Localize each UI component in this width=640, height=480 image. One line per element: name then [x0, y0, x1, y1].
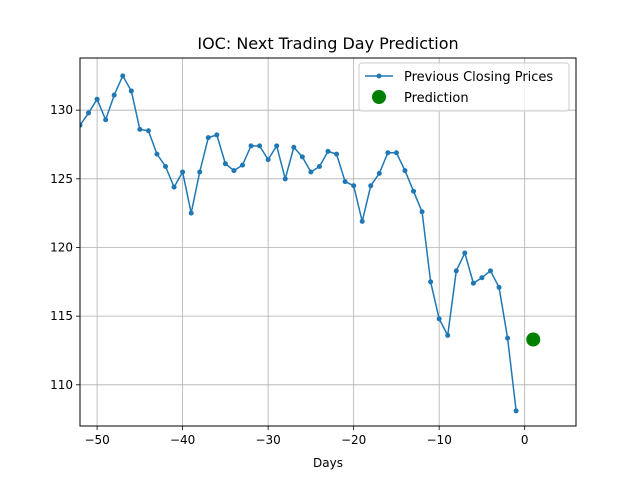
- data-point: [351, 183, 357, 189]
- y-tick-label: 130: [50, 103, 73, 117]
- data-point: [239, 162, 245, 168]
- legend-prediction-marker: [372, 90, 386, 104]
- data-point: [316, 163, 322, 169]
- data-point: [205, 135, 211, 141]
- x-tick-label: −50: [84, 433, 109, 447]
- data-point: [222, 161, 228, 167]
- data-point: [94, 96, 100, 102]
- y-axis: 110 115 120 125 130: [50, 103, 80, 392]
- legend-box: [358, 62, 570, 112]
- data-point: [385, 150, 391, 156]
- data-point: [265, 157, 271, 163]
- x-tick-label: −20: [341, 433, 366, 447]
- data-point: [376, 170, 382, 176]
- y-tick-label: 125: [50, 172, 73, 186]
- legend-label-prediction: Prediction: [404, 91, 469, 106]
- data-point: [453, 268, 459, 274]
- data-point: [248, 143, 254, 149]
- plot-frame: [79, 57, 577, 427]
- data-point: [257, 143, 263, 149]
- data-point: [445, 332, 451, 338]
- data-point: [334, 151, 340, 157]
- data-point: [470, 280, 476, 286]
- data-point: [325, 148, 331, 154]
- data-point: [299, 154, 305, 160]
- data-point: [111, 92, 117, 98]
- x-tick-label: 0: [521, 433, 529, 447]
- data-point: [505, 335, 511, 341]
- data-point: [197, 169, 203, 175]
- data-point: [411, 188, 417, 194]
- data-point: [171, 184, 177, 190]
- y-tick-label: 120: [50, 240, 73, 254]
- data-point: [282, 176, 288, 182]
- data-point: [214, 132, 220, 138]
- data-point: [128, 88, 134, 94]
- x-tick-label: −40: [170, 433, 195, 447]
- chart-title: IOC: Next Trading Day Prediction: [197, 34, 458, 53]
- series-line-previous-closing-prices: [80, 75, 517, 411]
- data-point: [145, 128, 151, 134]
- prediction-point: [526, 332, 541, 347]
- data-point: [231, 168, 237, 174]
- data-point: [436, 316, 442, 322]
- x-axis: −50 −40 −30 −20 −10 0: [84, 426, 529, 447]
- data-point: [86, 110, 92, 116]
- data-point: [368, 183, 374, 189]
- data-point: [359, 218, 365, 224]
- data-point: [120, 73, 126, 79]
- data-point: [188, 210, 194, 216]
- data-point: [428, 279, 434, 285]
- data-point: [479, 275, 485, 281]
- data-point: [308, 169, 314, 175]
- data-point: [103, 117, 109, 123]
- data-point: [513, 408, 519, 414]
- data-point: [419, 209, 425, 215]
- plot-area: [80, 73, 541, 414]
- x-tick-label: −10: [427, 433, 452, 447]
- data-point: [393, 150, 399, 156]
- data-point: [154, 151, 160, 157]
- data-point: [462, 250, 468, 256]
- data-point: [342, 179, 348, 185]
- data-point: [402, 168, 408, 174]
- data-point: [137, 126, 143, 132]
- legend-line-marker: [376, 73, 382, 79]
- data-point: [274, 143, 280, 149]
- y-tick-label: 110: [50, 378, 73, 392]
- x-axis-label: Days: [313, 456, 343, 470]
- data-point: [487, 268, 493, 274]
- legend-label-previous-closing-prices: Previous Closing Prices: [404, 70, 553, 85]
- data-point: [80, 122, 83, 128]
- x-tick-label: −30: [255, 433, 280, 447]
- data-point: [496, 284, 502, 290]
- y-tick-label: 115: [50, 309, 73, 323]
- data-point: [291, 144, 297, 150]
- legend: Previous Closing Prices Prediction: [358, 62, 570, 112]
- data-point: [180, 169, 186, 175]
- data-point: [163, 163, 169, 169]
